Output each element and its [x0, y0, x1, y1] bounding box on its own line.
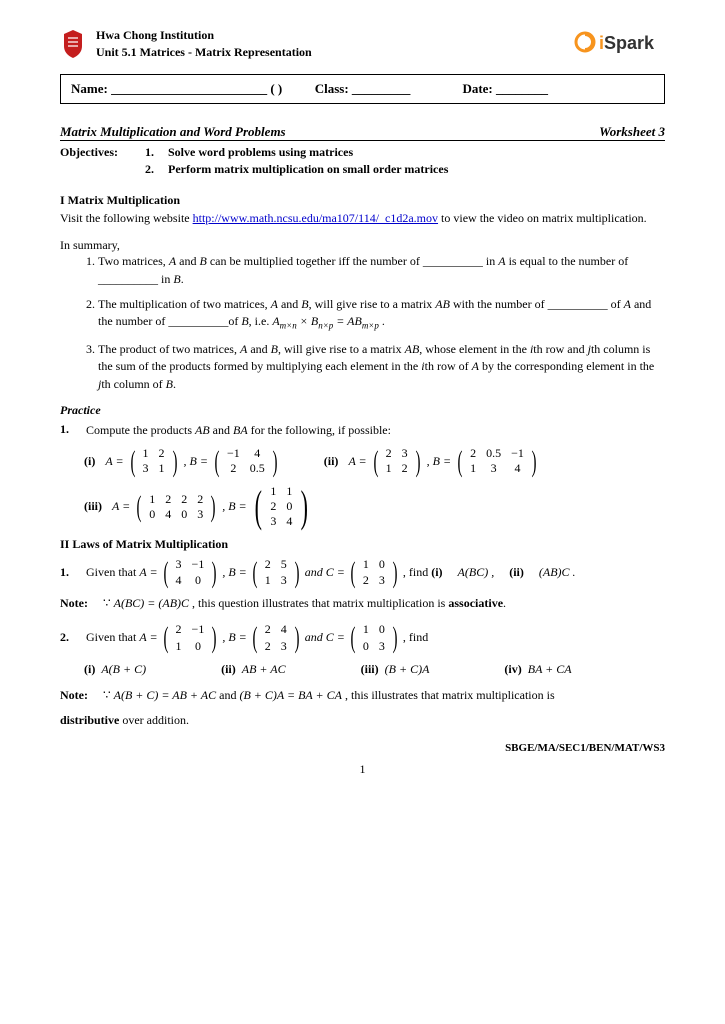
- s2-m1a: (3−140): [161, 556, 220, 588]
- video-link[interactable]: http://www.math.ncsu.edu/ma107/114/_c1d2…: [193, 211, 438, 225]
- name-class-date-box: Name: ________________________ ( ) Class…: [60, 74, 665, 104]
- svg-text:iSpark: iSpark: [599, 33, 655, 53]
- matrix-3b: (112034): [251, 484, 312, 529]
- s2-m2b: (2423): [250, 621, 302, 653]
- header-text: Hwa Chong Institution Unit 5.1 Matrices …: [96, 28, 563, 60]
- note-2: Note: ∵ A(B + C) = AB + AC and (B + C)A …: [60, 687, 665, 729]
- summary-label: In summary,: [60, 238, 665, 253]
- section-1-intro: Visit the following website http://www.m…: [60, 210, 665, 226]
- class-field-label: Class: _________: [315, 81, 411, 96]
- objective-2: 2. Perform matrix multiplication on smal…: [145, 162, 665, 177]
- practice-1-iii: (iii) A = (12220403) , B = (112034): [84, 484, 312, 529]
- objectives-row: Objectives: 1. Solve word problems using…: [60, 145, 665, 160]
- matrix-2b: (20.5−1134): [455, 446, 539, 476]
- title-right: Worksheet 3: [599, 124, 665, 140]
- objective-1: 1. Solve word problems using matrices: [145, 145, 353, 160]
- footer-code: SBGE/MA/SEC1/BEN/MAT/WS3: [60, 742, 665, 754]
- ispark-logo-icon: iSpark: [573, 28, 665, 56]
- date-field-label: Date: ________: [462, 81, 548, 96]
- matrix-2a: (2312): [371, 446, 423, 476]
- section-1-head: I Matrix Multiplication: [60, 193, 665, 208]
- section-2-head: II Laws of Matrix Multiplication: [60, 537, 665, 552]
- title-left: Matrix Multiplication and Word Problems: [60, 124, 286, 140]
- matrix-1a: (1231): [128, 446, 180, 476]
- page-number: 1: [60, 762, 665, 777]
- practice-1-ii: (ii) A = (2312) , B = (20.5−1134): [324, 446, 539, 476]
- section2-q2-options: (i) A(B + C) (ii) AB + AC (iii) (B + C)A…: [84, 662, 665, 677]
- unit-title: Unit 5.1 Matrices - Matrix Representatio…: [96, 45, 563, 60]
- s2-m2a: (2−110): [161, 621, 220, 653]
- practice-q1: 1. Compute the products AB and BA for th…: [60, 422, 665, 438]
- worksheet-title: Matrix Multiplication and Word Problems …: [60, 124, 665, 141]
- institution-name: Hwa Chong Institution: [96, 28, 563, 43]
- s2-m1c: (1023): [348, 556, 400, 588]
- practice-row-1: (i) A = (1231) , B = (−1420.5) (ii) A = …: [84, 446, 665, 476]
- matrix-3a: (12220403): [134, 492, 218, 522]
- s2-m2c: (1003): [348, 621, 400, 653]
- hci-logo-icon: [60, 28, 86, 60]
- practice-row-2: (iii) A = (12220403) , B = (112034): [84, 484, 665, 529]
- s2-m1b: (2513): [250, 556, 302, 588]
- section2-q2: 2. Given that A = (2−110) , B = (2423) a…: [60, 621, 665, 653]
- dimension-formula: Am×n × Bn×p = ABm×p: [272, 314, 382, 328]
- matrix-1b: (−1420.5): [212, 446, 280, 476]
- practice-head: Practice: [60, 403, 665, 418]
- section2-q1: 1. Given that A = (3−140) , B = (2513) a…: [60, 556, 665, 588]
- summary-item-2: The multiplication of two matrices, A an…: [98, 296, 665, 333]
- name-field-label: Name: ________________________ ( ): [71, 81, 282, 96]
- objectives-label: Objectives:: [60, 145, 135, 160]
- summary-item-1: Two matrices, A and B can be multiplied …: [98, 253, 665, 288]
- summary-list: Two matrices, A and B can be multiplied …: [60, 253, 665, 393]
- worksheet-page: Hwa Chong Institution Unit 5.1 Matrices …: [0, 0, 725, 1024]
- header: Hwa Chong Institution Unit 5.1 Matrices …: [60, 28, 665, 60]
- practice-1-i: (i) A = (1231) , B = (−1420.5): [84, 446, 280, 476]
- note-1: Note: ∵ A(BC) = (AB)C , this question il…: [60, 595, 665, 612]
- summary-item-3: The product of two matrices, A and B, wi…: [98, 341, 665, 393]
